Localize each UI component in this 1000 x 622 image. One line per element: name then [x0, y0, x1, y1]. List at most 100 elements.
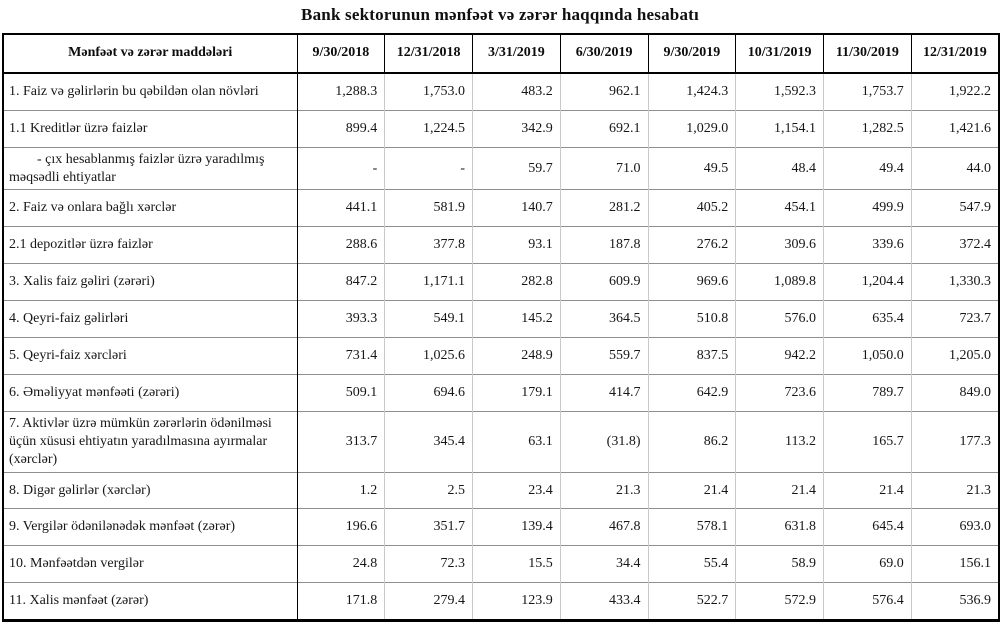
value-cell: 1,204.4 [823, 263, 912, 301]
value-cell: 789.7 [823, 374, 912, 412]
table-body: 1. Faiz və gəlirlərin bu qəbildən olan n… [3, 72, 999, 621]
value-cell: 899.4 [296, 110, 385, 148]
value-cell: 1,424.3 [647, 72, 736, 111]
value-cell: 248.9 [472, 337, 561, 375]
value-cell: 21.4 [823, 472, 912, 509]
row-label: 6. Əməliyyat mənfəəti (zərəri) [3, 374, 298, 412]
value-cell: 1,224.5 [384, 110, 473, 148]
value-cell: 509.1 [296, 374, 385, 412]
header-date-column: 9/30/2019 [647, 33, 737, 74]
header-date-column: 11/30/2019 [823, 33, 912, 74]
value-cell: 177.3 [910, 411, 999, 473]
value-cell: 576.0 [735, 300, 824, 338]
value-cell: 1,753.0 [384, 72, 473, 111]
value-cell: 731.4 [296, 337, 385, 375]
row-label: 2.1 depozitlər üzrə faizlər [3, 226, 298, 264]
value-cell: 187.8 [559, 226, 648, 264]
row-label: 9. Vergilər ödənilənədək mənfəət (zərər) [3, 508, 298, 546]
value-cell: 578.1 [647, 508, 736, 546]
table-row: 11. Xalis mənfəət (zərər) 171.8 279.4 123.9… [3, 582, 999, 621]
table-row: 3. Xalis faiz gəliri (zərəri) 847.2 1,171.… [3, 263, 999, 301]
table-row: - çıx hesablanmış faizlər üzrə yaradılmı… [3, 147, 999, 190]
value-cell: 351.7 [384, 508, 473, 546]
value-cell: 72.3 [384, 545, 473, 583]
value-cell: 581.9 [384, 189, 473, 227]
value-cell: 139.4 [472, 508, 561, 546]
page-title: Bank sektorunun mənfəət və zərər haqqınd… [301, 5, 699, 24]
value-cell: 140.7 [472, 189, 561, 227]
header-date-column: 12/31/2018 [384, 33, 473, 74]
row-label: 1.1 Kreditlər üzrə faizlər [3, 110, 298, 148]
value-cell: 609.9 [559, 263, 648, 301]
header-date-column: 12/31/2019 [910, 33, 1000, 74]
value-cell: 1.2 [296, 472, 385, 509]
value-cell: 635.4 [823, 300, 912, 338]
value-cell: 847.2 [296, 263, 385, 301]
value-cell: 962.1 [559, 72, 648, 111]
table-row: 6. Əməliyyat mənfəəti (zərəri) 509.1 694.6… [3, 374, 999, 412]
value-cell: 342.9 [472, 110, 561, 148]
value-cell: 69.0 [823, 545, 912, 583]
value-cell: 377.8 [384, 226, 473, 264]
row-label: - çıx hesablanmış faizlər üzrə yaradılmı… [3, 147, 298, 190]
value-cell: 55.4 [647, 545, 736, 583]
value-cell: 849.0 [910, 374, 999, 412]
value-cell: 536.9 [910, 582, 999, 621]
value-cell: 433.4 [559, 582, 648, 621]
header-row: Mənfəət və zərər maddələri 9/30/2018 12/31… [2, 33, 1000, 74]
value-cell: 364.5 [559, 300, 648, 338]
value-cell: (31.8) [559, 411, 648, 473]
value-cell: 405.2 [647, 189, 736, 227]
value-cell: 171.8 [296, 582, 385, 621]
value-cell: 499.9 [823, 189, 912, 227]
row-label: 4. Qeyri-faiz gəlirləri [3, 300, 298, 338]
value-cell: 414.7 [559, 374, 648, 412]
row-label: 1. Faiz və gəlirlərin bu qəbildən olan n… [3, 72, 298, 111]
table-row: 2. Faiz və onlara bağlı xərclər 441.1 581.… [3, 189, 999, 227]
value-cell: 71.0 [559, 147, 648, 190]
value-cell: 693.0 [910, 508, 999, 546]
table-row: 1.1 Kreditlər üzrə faizlər 899.4 1,224.5 34… [3, 110, 999, 148]
value-cell: - [296, 147, 385, 190]
value-cell: 113.2 [735, 411, 824, 473]
table-row: 9. Vergilər ödənilənədək mənfəət (zərər)… [3, 508, 999, 546]
value-cell: 93.1 [472, 226, 561, 264]
row-label: 3. Xalis faiz gəliri (zərəri) [3, 263, 298, 301]
value-cell: 942.2 [735, 337, 824, 375]
table-row: 8. Digər gəlirlər (xərclər) 1.2 2.5 23.4 21.… [3, 472, 999, 509]
value-cell: 969.6 [647, 263, 736, 301]
value-cell: 276.2 [647, 226, 736, 264]
value-cell: 48.4 [735, 147, 824, 190]
value-cell: 1,154.1 [735, 110, 824, 148]
value-cell: 345.4 [384, 411, 473, 473]
row-label: 10. Mənfəətdən vergilər [3, 545, 298, 583]
value-cell: 723.7 [910, 300, 999, 338]
value-cell: 63.1 [472, 411, 561, 473]
row-label: 8. Digər gəlirlər (xərclər) [3, 472, 298, 509]
value-cell: 1,089.8 [735, 263, 824, 301]
value-cell: 196.6 [296, 508, 385, 546]
value-cell: 1,050.0 [823, 337, 912, 375]
value-cell: 1,282.5 [823, 110, 912, 148]
header-date-column: 9/30/2018 [296, 33, 386, 74]
value-cell: 1,592.3 [735, 72, 824, 111]
value-cell: 279.4 [384, 582, 473, 621]
value-cell: 179.1 [472, 374, 561, 412]
value-cell: 723.6 [735, 374, 824, 412]
value-cell: 21.3 [559, 472, 648, 509]
value-cell: 645.4 [823, 508, 912, 546]
value-cell: 1,922.2 [910, 72, 999, 111]
value-cell: 49.5 [647, 147, 736, 190]
value-cell: 837.5 [647, 337, 736, 375]
value-cell: 522.7 [647, 582, 736, 621]
value-cell: 23.4 [472, 472, 561, 509]
table-row: 4. Qeyri-faiz gəlirləri 393.3 549.1 145.2 36… [3, 300, 999, 338]
value-cell: 49.4 [823, 147, 912, 190]
value-cell: 393.3 [296, 300, 385, 338]
value-cell: 372.4 [910, 226, 999, 264]
value-cell: 58.9 [735, 545, 824, 583]
value-cell: 1,330.3 [910, 263, 999, 301]
value-cell: 145.2 [472, 300, 561, 338]
value-cell: 467.8 [559, 508, 648, 546]
value-cell: 1,288.3 [296, 72, 385, 111]
